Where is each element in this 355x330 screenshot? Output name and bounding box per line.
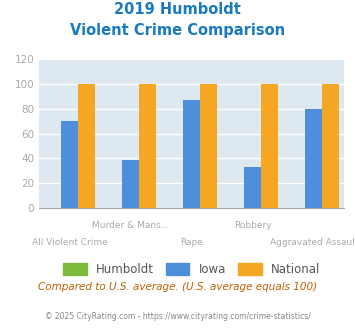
Text: Violent Crime Comparison: Violent Crime Comparison xyxy=(70,23,285,38)
Bar xyxy=(200,84,217,208)
Bar xyxy=(139,84,156,208)
Text: Aggravated Assault: Aggravated Assault xyxy=(269,238,355,247)
Text: © 2025 CityRating.com - https://www.cityrating.com/crime-statistics/: © 2025 CityRating.com - https://www.city… xyxy=(45,312,310,321)
Bar xyxy=(122,160,139,208)
Text: Compared to U.S. average. (U.S. average equals 100): Compared to U.S. average. (U.S. average … xyxy=(38,282,317,292)
Bar xyxy=(261,84,278,208)
Bar xyxy=(305,109,322,208)
Text: Murder & Mans...: Murder & Mans... xyxy=(92,221,169,230)
Bar xyxy=(244,167,261,208)
Text: 2019 Humboldt: 2019 Humboldt xyxy=(114,2,241,16)
Text: Rape: Rape xyxy=(180,238,203,247)
Bar xyxy=(183,100,200,208)
Bar xyxy=(61,121,78,208)
Text: Robbery: Robbery xyxy=(234,221,272,230)
Bar xyxy=(322,84,339,208)
Bar xyxy=(78,84,95,208)
Text: All Violent Crime: All Violent Crime xyxy=(32,238,108,247)
Legend: Humboldt, Iowa, National: Humboldt, Iowa, National xyxy=(58,258,325,281)
